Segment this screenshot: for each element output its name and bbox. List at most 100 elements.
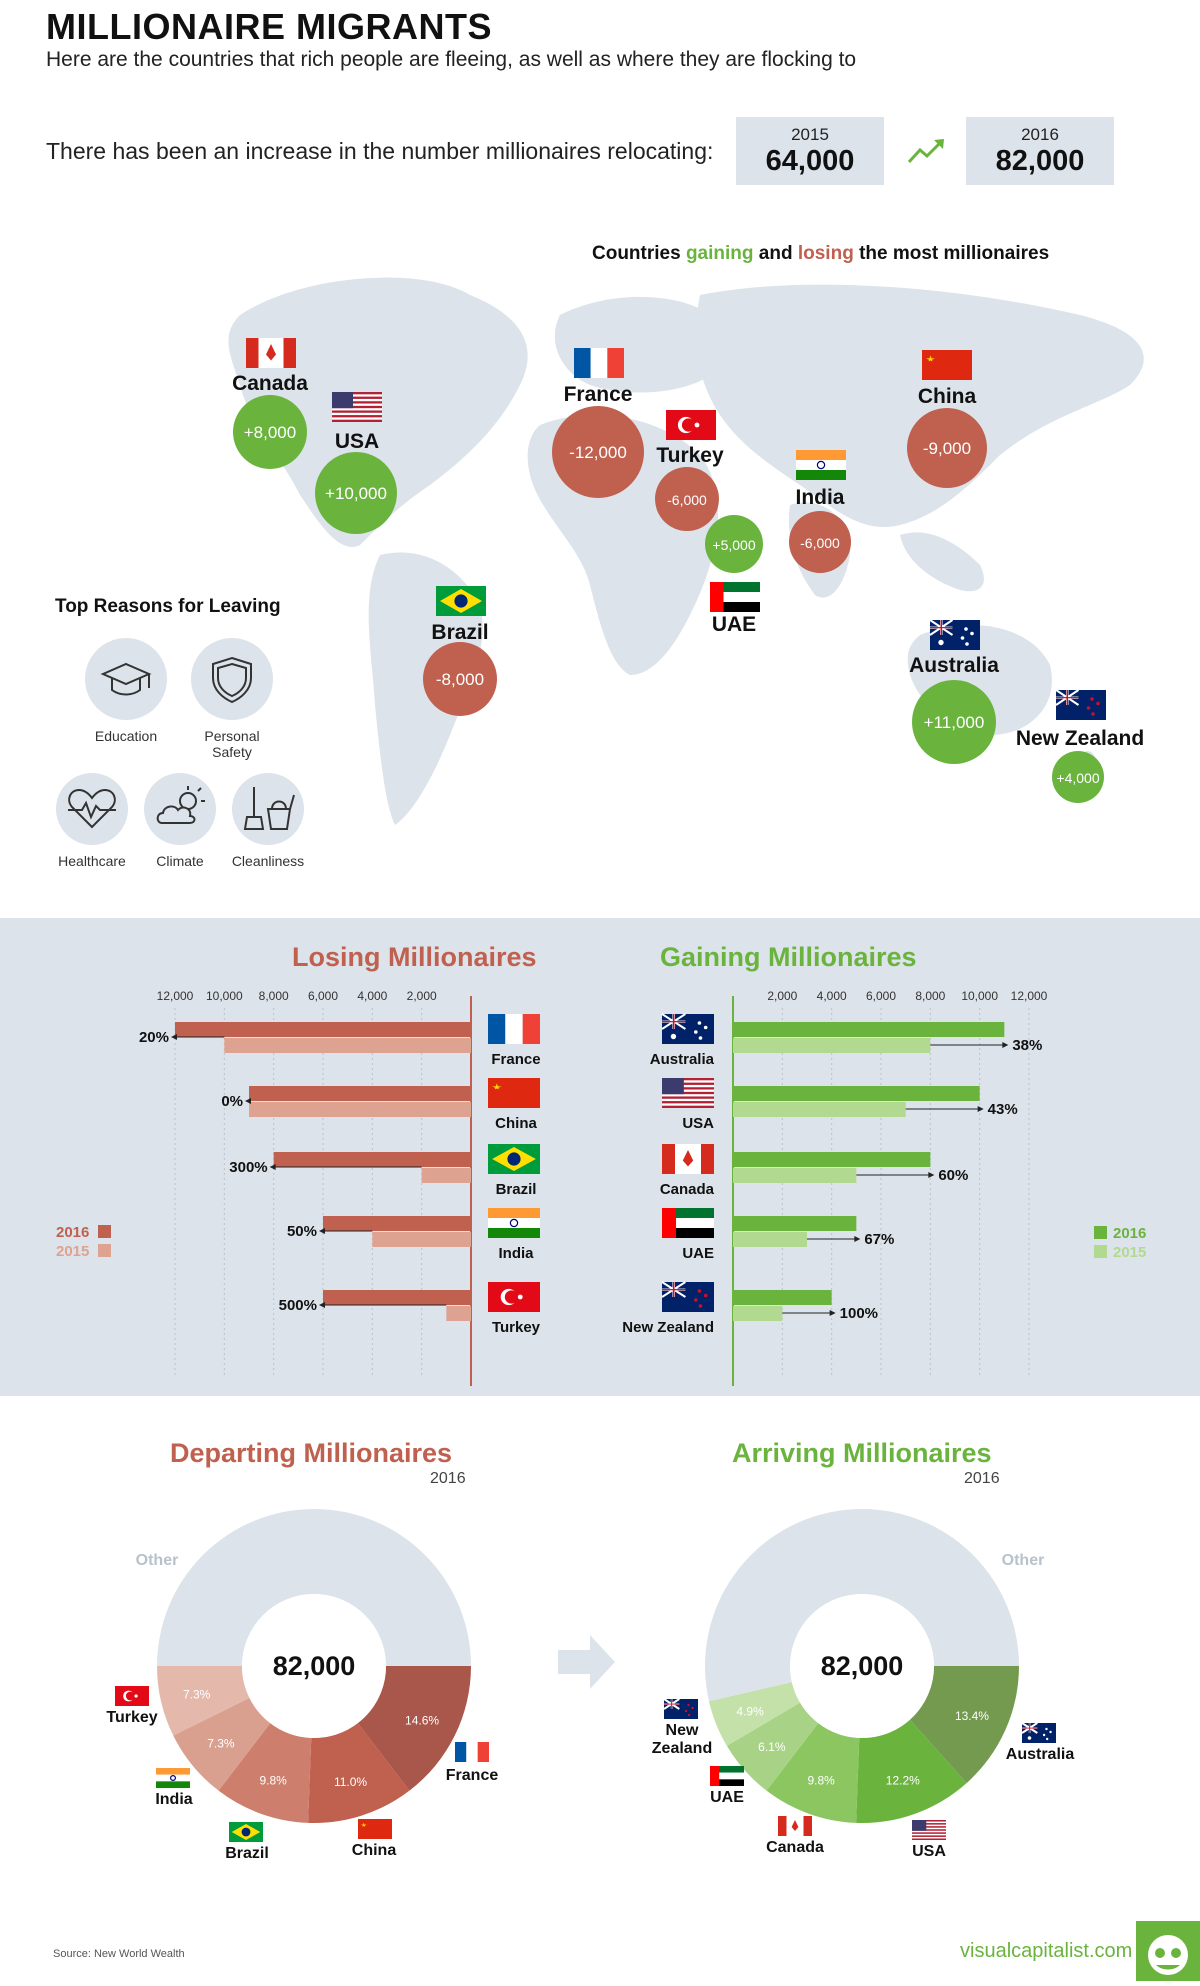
bubble-value: -8,000 bbox=[436, 670, 484, 689]
arriving-country-label: New bbox=[666, 1722, 699, 1739]
heading-losing: losing bbox=[797, 243, 854, 264]
gaining-change-label: 60% bbox=[938, 1167, 968, 1184]
arriving-center-value: 82,000 bbox=[821, 1651, 904, 1681]
brazil-flag bbox=[436, 586, 486, 616]
china-flag bbox=[488, 1078, 540, 1108]
departing-slice-brazil bbox=[218, 1723, 312, 1823]
bar-charts: 12,000 10,000 8,000 6,000 4,000 2,000 20% Franc… bbox=[139, 989, 1048, 1386]
gaining-change-label: 100% bbox=[840, 1305, 878, 1322]
page-title: MILLIONAIRE MIGRANTS bbox=[46, 6, 492, 47]
arriving-country-label: Zealand bbox=[652, 1740, 712, 1757]
gaining-change-label: 67% bbox=[864, 1231, 894, 1248]
departing-country-label: France bbox=[446, 1767, 499, 1784]
sun-cloud-icon bbox=[144, 773, 216, 845]
loss-legend-2016: 2016 bbox=[56, 1224, 111, 1241]
gaining-chart-title: Gaining Millionaires bbox=[660, 942, 917, 972]
china-flag bbox=[358, 1819, 392, 1839]
year-2015-label: 2015 bbox=[791, 125, 829, 144]
arriving-country-label: Australia bbox=[1006, 1746, 1075, 1763]
year-2016-value: 82,000 bbox=[995, 145, 1085, 177]
uae-flag bbox=[710, 1766, 744, 1786]
france-flag bbox=[574, 348, 624, 378]
bubble-label: Australia bbox=[909, 654, 999, 677]
reason-label: Cleanliness bbox=[231, 853, 305, 869]
gaining-arrow-head bbox=[854, 1236, 861, 1242]
gaining-change-label: 38% bbox=[1012, 1037, 1042, 1054]
year-2015-box: 2015 64,000 bbox=[736, 117, 884, 185]
gaining-tick-label: 4,000 bbox=[817, 989, 847, 1003]
gaining-arrow-head bbox=[1002, 1042, 1009, 1048]
losing-change-label: 500% bbox=[279, 1297, 317, 1314]
bubble-value: +8,000 bbox=[244, 423, 296, 442]
gaining-tick-label: 12,000 bbox=[1011, 989, 1048, 1003]
new-zealand-flag bbox=[661, 1281, 714, 1312]
bubble-circle bbox=[423, 642, 497, 716]
gaining-bar-2015 bbox=[733, 1168, 857, 1183]
gaining-bar-2015 bbox=[733, 1038, 931, 1053]
bubble-value: -9,000 bbox=[923, 439, 971, 458]
gaining-bar-2016 bbox=[733, 1216, 857, 1231]
gaining-category-label: Canada bbox=[660, 1181, 715, 1198]
bubble-circle bbox=[1052, 751, 1104, 803]
gaining-bar-2015 bbox=[733, 1232, 807, 1247]
reason-label: Personal Safety bbox=[204, 728, 260, 760]
arriving-country-label: Canada bbox=[766, 1839, 824, 1856]
losing-bar-2016 bbox=[323, 1216, 471, 1231]
arriving-other-label: Other bbox=[1002, 1552, 1045, 1569]
year-2016-box: 2016 82,000 bbox=[966, 117, 1114, 185]
bubble-uae: +5,000 UAE bbox=[705, 515, 763, 636]
gaining-bar-2016 bbox=[733, 1086, 980, 1101]
canada-flag bbox=[662, 1144, 714, 1174]
australia-flag bbox=[661, 1013, 714, 1044]
china-flag bbox=[922, 350, 972, 380]
losing-category-label: Turkey bbox=[492, 1319, 541, 1336]
reason-label: Healthcare bbox=[58, 853, 126, 869]
arriving-country-label: UAE bbox=[710, 1789, 744, 1806]
losing-arrow-head bbox=[269, 1164, 276, 1170]
bubble-canada: +8,000 Canada bbox=[232, 338, 308, 469]
gaining-category-label: UAE bbox=[682, 1245, 714, 1262]
bubble-circle bbox=[233, 395, 307, 469]
bubble-value: -12,000 bbox=[569, 443, 627, 462]
bubble-turkey: -6,000 Turkey bbox=[655, 410, 724, 531]
departing-slice-france bbox=[357, 1666, 471, 1791]
losing-change-label: 0% bbox=[221, 1093, 243, 1110]
gaining-arrow-head bbox=[829, 1310, 836, 1316]
brazil-flag bbox=[488, 1144, 540, 1174]
losing-tick-label: 8,000 bbox=[259, 989, 289, 1003]
gaining-tick-label: 6,000 bbox=[866, 989, 896, 1003]
india-flag bbox=[796, 450, 846, 480]
arriving-slice-australia bbox=[909, 1666, 1019, 1784]
bubble-circle bbox=[705, 515, 763, 573]
losing-tick-label: 10,000 bbox=[206, 989, 243, 1003]
usa-flag bbox=[912, 1820, 946, 1840]
gaining-arrow-head bbox=[977, 1106, 984, 1112]
gain-legend-2015: 2015 bbox=[1094, 1244, 1146, 1261]
departing-country-label: India bbox=[155, 1791, 192, 1808]
canada-flag bbox=[778, 1816, 812, 1836]
bubble-label: France bbox=[564, 383, 633, 406]
departing-country-label: Turkey bbox=[106, 1709, 157, 1726]
losing-category-label: China bbox=[495, 1115, 537, 1132]
heartbeat-icon bbox=[56, 773, 128, 845]
reason-cleanliness: Cleanliness bbox=[226, 773, 310, 869]
departing-country-label: Brazil bbox=[225, 1845, 269, 1862]
bubble-label: New Zealand bbox=[1016, 727, 1144, 750]
gaining-category-label: USA bbox=[682, 1115, 714, 1132]
losing-arrow-head bbox=[319, 1228, 325, 1234]
graduation-cap-icon bbox=[85, 638, 167, 720]
bubble-value: +4,000 bbox=[1056, 770, 1099, 786]
bubble-brazil: -8,000 Brazil bbox=[423, 586, 497, 716]
gaining-bar-2015 bbox=[733, 1102, 906, 1117]
brand-link[interactable]: visualcapitalist.com bbox=[960, 1940, 1133, 1962]
gaining-bar-2015 bbox=[733, 1306, 783, 1321]
departing-other-label: Other bbox=[136, 1552, 179, 1569]
departing-slice-label: 7.3% bbox=[183, 1687, 211, 1701]
reason-personal-safety: Personal Safety bbox=[190, 638, 274, 760]
bubble-circle bbox=[552, 406, 644, 498]
france-flag bbox=[455, 1742, 489, 1762]
losing-bar-2016 bbox=[323, 1290, 471, 1305]
losing-tick-label: 2,000 bbox=[407, 989, 437, 1003]
page-subtitle: Here are the countries that rich people … bbox=[46, 48, 857, 71]
new-zealand-flag bbox=[663, 1698, 698, 1719]
